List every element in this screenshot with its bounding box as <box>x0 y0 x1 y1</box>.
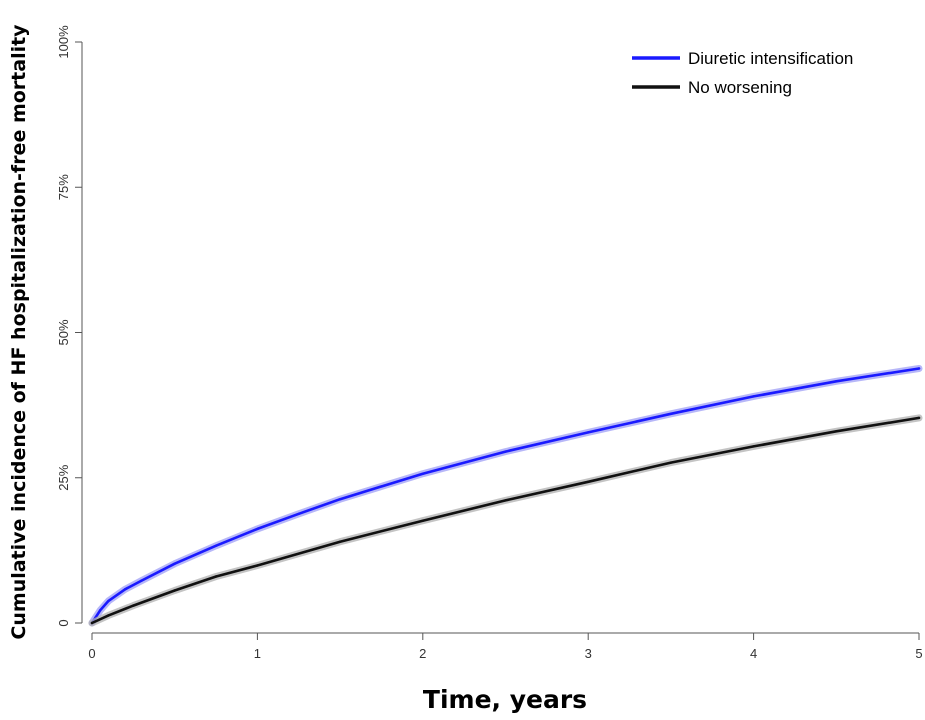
data-point-diuretic-intensification <box>587 431 590 434</box>
data-point-diuretic-intensification <box>256 527 259 531</box>
series-line-no-worsening <box>90 416 921 625</box>
data-point-no-worsening <box>669 461 673 464</box>
data-point-diuretic-intensification <box>107 599 110 603</box>
data-point-diuretic-intensification <box>214 544 218 547</box>
y-tick-label: 75% <box>56 174 71 200</box>
data-point-no-worsening <box>752 445 755 448</box>
legend-label-no-worsening: No worsening <box>688 78 792 97</box>
x-tick-label: 5 <box>915 646 922 661</box>
x-tick-label: 2 <box>419 646 426 661</box>
y-tick-label: 100% <box>56 25 71 59</box>
data-point-diuretic-intensification <box>504 450 507 453</box>
data-point-diuretic-intensification <box>123 588 127 591</box>
legend: Diuretic intensification No worsening <box>632 49 853 97</box>
data-point-no-worsening <box>504 499 507 502</box>
data-point-diuretic-intensification <box>173 562 176 565</box>
data-point-diuretic-intensification <box>297 512 300 515</box>
series-layer <box>88 365 923 627</box>
data-point-no-worsening <box>421 519 424 522</box>
axes <box>81 42 919 634</box>
data-point-no-worsening <box>132 604 135 607</box>
data-point-diuretic-intensification <box>752 395 755 398</box>
data-point-no-worsening <box>173 589 176 592</box>
data-point-diuretic-intensification <box>99 609 102 612</box>
y-axis-label: Cumulative incidence of HF hospitalizati… <box>8 24 30 640</box>
y-tick-label: 25% <box>56 464 71 490</box>
data-point-diuretic-intensification <box>917 367 921 370</box>
data-point-diuretic-intensification <box>835 380 838 383</box>
x-tick-label: 0 <box>88 646 95 661</box>
series-band-diuretic-intensification <box>88 365 923 627</box>
data-point-diuretic-intensification <box>140 579 143 582</box>
x-tick-label: 1 <box>254 646 261 661</box>
data-point-no-worsening <box>338 540 342 543</box>
y-ticks: 0 25% 50% 75% 100% <box>56 25 82 627</box>
data-point-no-worsening <box>214 575 218 578</box>
series-line-diuretic-intensification <box>90 367 921 625</box>
data-point-no-worsening <box>917 416 921 420</box>
data-point-no-worsening <box>587 480 590 483</box>
y-tick-label: 0 <box>56 619 71 626</box>
y-tick-label: 50% <box>56 319 71 345</box>
data-point-no-worsening <box>256 564 259 567</box>
legend-label-diuretic-intensification: Diuretic intensification <box>688 49 853 68</box>
data-point-diuretic-intensification <box>669 412 673 415</box>
x-axis-label: Time, years <box>423 685 587 714</box>
x-ticks: 0 1 2 3 4 5 <box>88 633 923 661</box>
x-tick-label: 4 <box>750 646 757 661</box>
data-point-no-worsening <box>835 430 838 433</box>
data-point-diuretic-intensification <box>421 472 424 475</box>
data-point-no-worsening <box>90 621 94 625</box>
x-tick-label: 3 <box>585 646 592 661</box>
data-point-diuretic-intensification <box>338 498 342 501</box>
data-point-no-worsening <box>107 614 110 617</box>
